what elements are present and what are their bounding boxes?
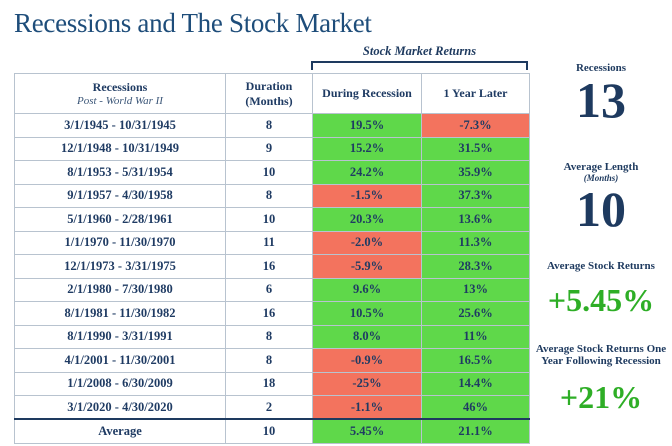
duration-cell: 8 [225,183,313,208]
during-recession-cell: -25% [312,371,422,396]
during-recession-cell: 8.0% [312,324,422,349]
table-row: 8/1/1990 - 3/31/1991 8 8.0% 11% [14,324,530,349]
average-length-sub: (Months) [583,173,619,183]
recessions-count-value: 13 [576,72,626,128]
table-row: 4/1/2001 - 11/30/2001 8 -0.9% 16.5% [14,348,530,373]
recession-period-cell: 12/1/1973 - 3/31/1975 [14,254,226,279]
duration-cell: 16 [225,254,313,279]
one-year-later-cell: 46% [421,395,530,420]
average-length-label: Average Length [563,161,639,173]
header-duration-sub: (Months) [245,93,293,108]
recession-period-cell: 2/1/1980 - 7/30/1980 [14,277,226,302]
header-recessions: Recessions Post - World War II [14,73,226,114]
recession-period-cell: 8/1/1990 - 3/31/1991 [14,324,226,349]
recession-period-cell: 1/1/2008 - 6/30/2009 [14,371,226,396]
recession-period-cell: 9/1/1957 - 4/30/1958 [14,183,226,208]
duration-cell: 9 [225,136,313,161]
during-recession-cell: 20.3% [312,207,422,232]
table-row: 12/1/1948 - 10/31/1949 9 15.2% 31.5% [14,136,530,161]
average-duration: 10 [225,418,313,444]
during-recession-cell: 19.5% [312,113,422,138]
during-recession-cell: -0.9% [312,348,422,373]
average-label: Average [14,418,226,444]
during-recession-cell: 9.6% [312,277,422,302]
one-year-later-cell: 13% [421,277,530,302]
duration-cell: 10 [225,207,313,232]
recession-period-cell: 12/1/1948 - 10/31/1949 [14,136,226,161]
table-header-row: Recessions Post - World War II Duration … [14,73,530,114]
one-year-later-cell: 37.3% [421,183,530,208]
table-row: 2/1/1980 - 7/30/1980 6 9.6% 13% [14,277,530,302]
duration-cell: 8 [225,348,313,373]
duration-cell: 8 [225,324,313,349]
header-during: During Recession [312,73,422,114]
table-row: 1/1/1970 - 11/30/1970 11 -2.0% 11.3% [14,230,530,255]
header-recessions-label: Recessions [92,80,148,94]
recession-period-cell: 4/1/2001 - 11/30/2001 [14,348,226,373]
table-row: 5/1/1960 - 2/28/1961 10 20.3% 13.6% [14,207,530,232]
page-title: Recessions and The Stock Market [14,8,372,38]
stock-market-returns-label: Stock Market Returns [362,44,477,58]
duration-cell: 6 [225,277,313,302]
average-during: 5.45% [312,418,422,444]
during-recession-cell: 10.5% [312,301,422,326]
average-length-panel: Average Length (Months) 10 [530,161,672,235]
duration-cell: 10 [225,160,313,185]
average-row: Average 10 5.45% 21.1% [14,418,530,444]
one-year-later-cell: -7.3% [421,113,530,138]
table-row: 8/1/1981 - 11/30/1982 16 10.5% 25.6% [14,301,530,326]
one-year-later-cell: 13.6% [421,207,530,232]
table-row: 1/1/2008 - 6/30/2009 18 -25% 14.4% [14,371,530,396]
duration-cell: 2 [225,395,313,420]
duration-cell: 8 [225,113,313,138]
duration-cell: 18 [225,371,313,396]
recessions-count-panel: Recessions 13 [530,62,672,126]
table-row: 9/1/1957 - 4/30/1958 8 -1.5% 37.3% [14,183,530,208]
during-recession-cell: -1.5% [312,183,422,208]
table-row: 3/1/2020 - 4/30/2020 2 -1.1% 46% [14,395,530,420]
one-year-later-cell: 11.3% [421,230,530,255]
after-returns-panel: Average Stock Returns One Year Following… [530,343,672,415]
during-recession-cell: 15.2% [312,136,422,161]
during-recession-cell: -5.9% [312,254,422,279]
one-year-later-cell: 16.5% [421,348,530,373]
recession-period-cell: 5/1/1960 - 2/28/1961 [14,207,226,232]
table-row: 12/1/1973 - 3/31/1975 16 -5.9% 28.3% [14,254,530,279]
table-body: 3/1/1945 - 10/31/1945 8 19.5% -7.3% 12/1/194… [14,113,530,420]
duration-cell: 11 [225,230,313,255]
table-row: 3/1/1945 - 10/31/1945 8 19.5% -7.3% [14,113,530,138]
average-after: 21.1% [421,418,530,444]
during-recession-cell: -2.0% [312,230,422,255]
recessions-count-label: Recessions [575,62,627,74]
during-recession-cell: 24.2% [312,160,422,185]
one-year-later-cell: 11% [421,324,530,349]
table-row: 8/1/1953 - 5/31/1954 10 24.2% 35.9% [14,160,530,185]
average-length-value: 10 [576,181,626,237]
header-duration-label: Duration [245,78,293,93]
header-after: 1 Year Later [421,73,530,114]
one-year-later-cell: 31.5% [421,136,530,161]
one-year-later-cell: 35.9% [421,160,530,185]
recession-period-cell: 8/1/1981 - 11/30/1982 [14,301,226,326]
recession-period-cell: 1/1/1970 - 11/30/1970 [14,230,226,255]
during-recession-cell: -1.1% [312,395,422,420]
header-duration: Duration (Months) [225,73,313,114]
after-returns-value: +21% [559,379,643,415]
recession-period-cell: 3/1/2020 - 4/30/2020 [14,395,226,420]
duration-cell: 16 [225,301,313,326]
average-returns-panel: Average Stock Returns +5.45% [530,260,672,318]
one-year-later-cell: 14.4% [421,371,530,396]
header-recessions-sub: Post - World War II [77,95,163,107]
recession-period-cell: 3/1/1945 - 10/31/1945 [14,113,226,138]
header-bracket [311,61,528,70]
one-year-later-cell: 28.3% [421,254,530,279]
average-returns-label: Average Stock Returns [547,260,655,272]
recessions-table: Recessions Post - World War II Duration … [14,73,530,444]
stock-market-returns-header: Stock Market Returns [311,44,528,72]
after-returns-label: Average Stock Returns One Year Following… [535,343,667,367]
recession-period-cell: 8/1/1953 - 5/31/1954 [14,160,226,185]
average-returns-value: +5.45% [547,282,655,318]
one-year-later-cell: 25.6% [421,301,530,326]
